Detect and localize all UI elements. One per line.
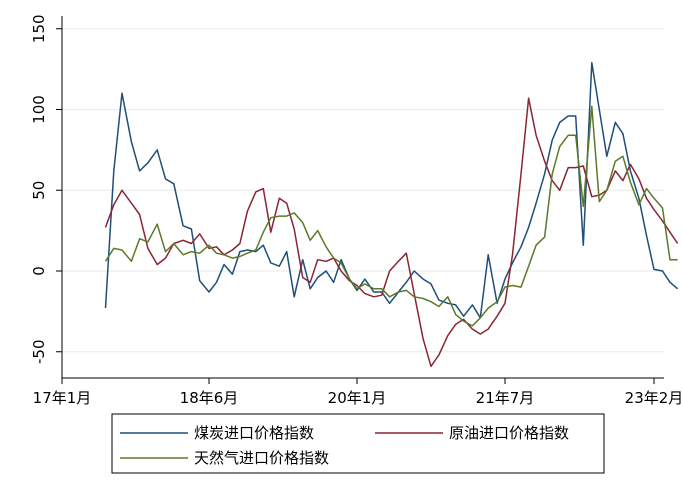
x-tick-label: 18年6月 [180,389,239,407]
y-tick-label: 50 [30,181,48,200]
legend-label-coal: 煤炭进口价格指数 [194,424,314,442]
series-line-gas [104,105,678,327]
y-tick-label: 100 [30,95,48,124]
series-line-coal [104,61,679,319]
x-tick-label: 20年1月 [328,389,387,407]
y-tick-label: -50 [30,340,48,365]
axes [61,16,664,379]
x-tick-label: 23年2月 [625,389,682,407]
y-tick-label: 0 [30,266,48,276]
y-ticks: -50 0 50 100 150 [30,14,62,364]
legend-box [111,413,605,474]
gridlines [62,28,664,353]
series-lines [104,61,679,368]
x-ticks: 17年1月 18年6月 20年1月 21年7月 23年2月 [33,378,682,407]
legend: 煤炭进口价格指数 原油进口价格指数 天然气进口价格指数 [111,413,605,474]
x-tick-label: 21年7月 [476,389,535,407]
plot-area [62,16,664,378]
legend-label-gas: 天然气进口价格指数 [194,449,329,467]
legend-label-oil: 原油进口价格指数 [449,424,569,442]
x-tick-label: 17年1月 [33,389,92,407]
y-tick-label: 150 [30,14,48,43]
